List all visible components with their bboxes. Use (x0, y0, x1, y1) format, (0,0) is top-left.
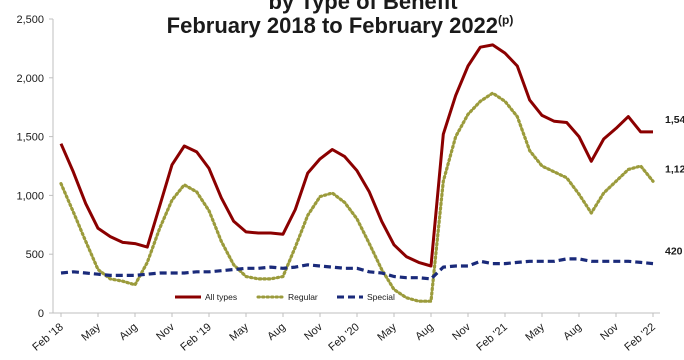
chart-subtitle-superscript: (p) (498, 13, 513, 27)
x-tick-label: May (375, 321, 399, 344)
y-tick-label: 500 (26, 249, 44, 261)
x-tick-label: Nov (598, 321, 621, 343)
end-label-special: 420 (665, 246, 683, 258)
x-tick-label: Aug (561, 321, 584, 343)
x-tick-label: Nov (154, 321, 177, 343)
x-tick-label: Aug (117, 321, 140, 343)
chart-subtitle: February 2018 to February 2022(p) (167, 13, 514, 38)
x-tick-label: Feb '20 (326, 321, 362, 354)
end-label-regular: 1,120 (665, 163, 684, 175)
x-tick-label: Feb '19 (178, 321, 214, 354)
series-line-special (60, 257, 654, 281)
legend: All types Regular Special (175, 292, 395, 302)
x-tick-label: Nov (450, 321, 473, 343)
legend-label-regular: Regular (288, 292, 318, 302)
y-tick-label: 1,000 (16, 190, 44, 202)
chart-title: by Type of Benefit (268, 0, 458, 14)
y-tick-label: 2,500 (16, 14, 44, 26)
x-tick-label: Feb '21 (474, 321, 510, 354)
y-axis: 0 500 1,000 1,500 2,000 2,500 (16, 14, 54, 320)
x-tick-label: May (227, 321, 251, 344)
series-layer (59, 43, 655, 303)
x-axis: Feb '18 May Aug Nov Feb '19 May Aug Nov Feb '20 M… (30, 312, 660, 354)
series-line-all-types (59, 43, 653, 268)
series-line-regular (59, 91, 655, 303)
x-tick-label: Aug (265, 321, 288, 343)
y-tick-label: 2,000 (16, 73, 44, 85)
x-tick-label: Nov (302, 321, 325, 343)
legend-label-special: Special (367, 292, 395, 302)
x-tick-label: Feb '22 (622, 321, 658, 354)
y-tick-label: 1,500 (16, 132, 44, 144)
x-tick-label: Feb '18 (30, 321, 66, 354)
x-tick-label: May (79, 321, 103, 344)
end-labels: 1,540 1,120 420 (665, 114, 684, 258)
legend-label-all-types: All types (205, 292, 237, 302)
chart-subtitle-text: February 2018 to February 2022 (167, 13, 498, 38)
x-tick-label: May (523, 321, 547, 344)
end-label-all-types: 1,540 (665, 114, 684, 126)
y-tick-label: 0 (38, 308, 44, 320)
x-tick-label: Aug (413, 321, 436, 343)
